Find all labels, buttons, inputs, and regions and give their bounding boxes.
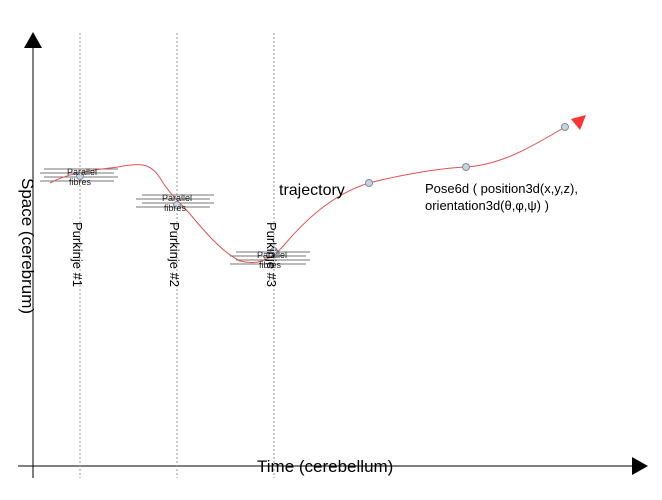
fibres-3-line2: fibres xyxy=(259,260,282,270)
y-axis-arrow-icon xyxy=(24,32,42,48)
x-axis-arrow-icon xyxy=(632,457,648,475)
trajectory-node xyxy=(462,163,470,171)
pose-label-line1: Pose6d ( position3d(x,y,z), xyxy=(425,181,578,196)
fibres-1-line2: fibres xyxy=(69,177,92,187)
fibres-1-line1: Parallel xyxy=(67,167,97,177)
trajectory-node xyxy=(76,172,84,180)
trajectory-label: trajectory xyxy=(279,182,345,199)
purkinje-2-label: Purkinje #2 xyxy=(167,222,182,287)
fibres-2-line2: fibres xyxy=(164,203,187,213)
trajectory-node xyxy=(173,201,181,209)
pose-label-line2: orientation3d(θ,φ,ψ) ) xyxy=(425,198,549,213)
trajectory-curve xyxy=(49,126,566,264)
fibres-2-line1: Parallel xyxy=(162,193,192,203)
trajectory-node xyxy=(365,179,373,187)
trajectory-arrow-head-icon xyxy=(571,115,586,130)
y-axis-label: Space (cerebrum) xyxy=(18,178,37,314)
fibres-3-line1: Parallel xyxy=(257,250,287,260)
trajectory-nodes xyxy=(76,123,569,255)
parallel-fibres-3 xyxy=(230,251,310,265)
purkinje-3-label: Purkinje #3 xyxy=(264,222,279,287)
trajectory-node xyxy=(561,123,569,131)
trajectory-node xyxy=(270,247,278,255)
x-axis-label: Time (cerebellum) xyxy=(257,457,393,476)
axes xyxy=(18,32,648,478)
purkinje-1-label: Purkinje #1 xyxy=(70,222,85,287)
